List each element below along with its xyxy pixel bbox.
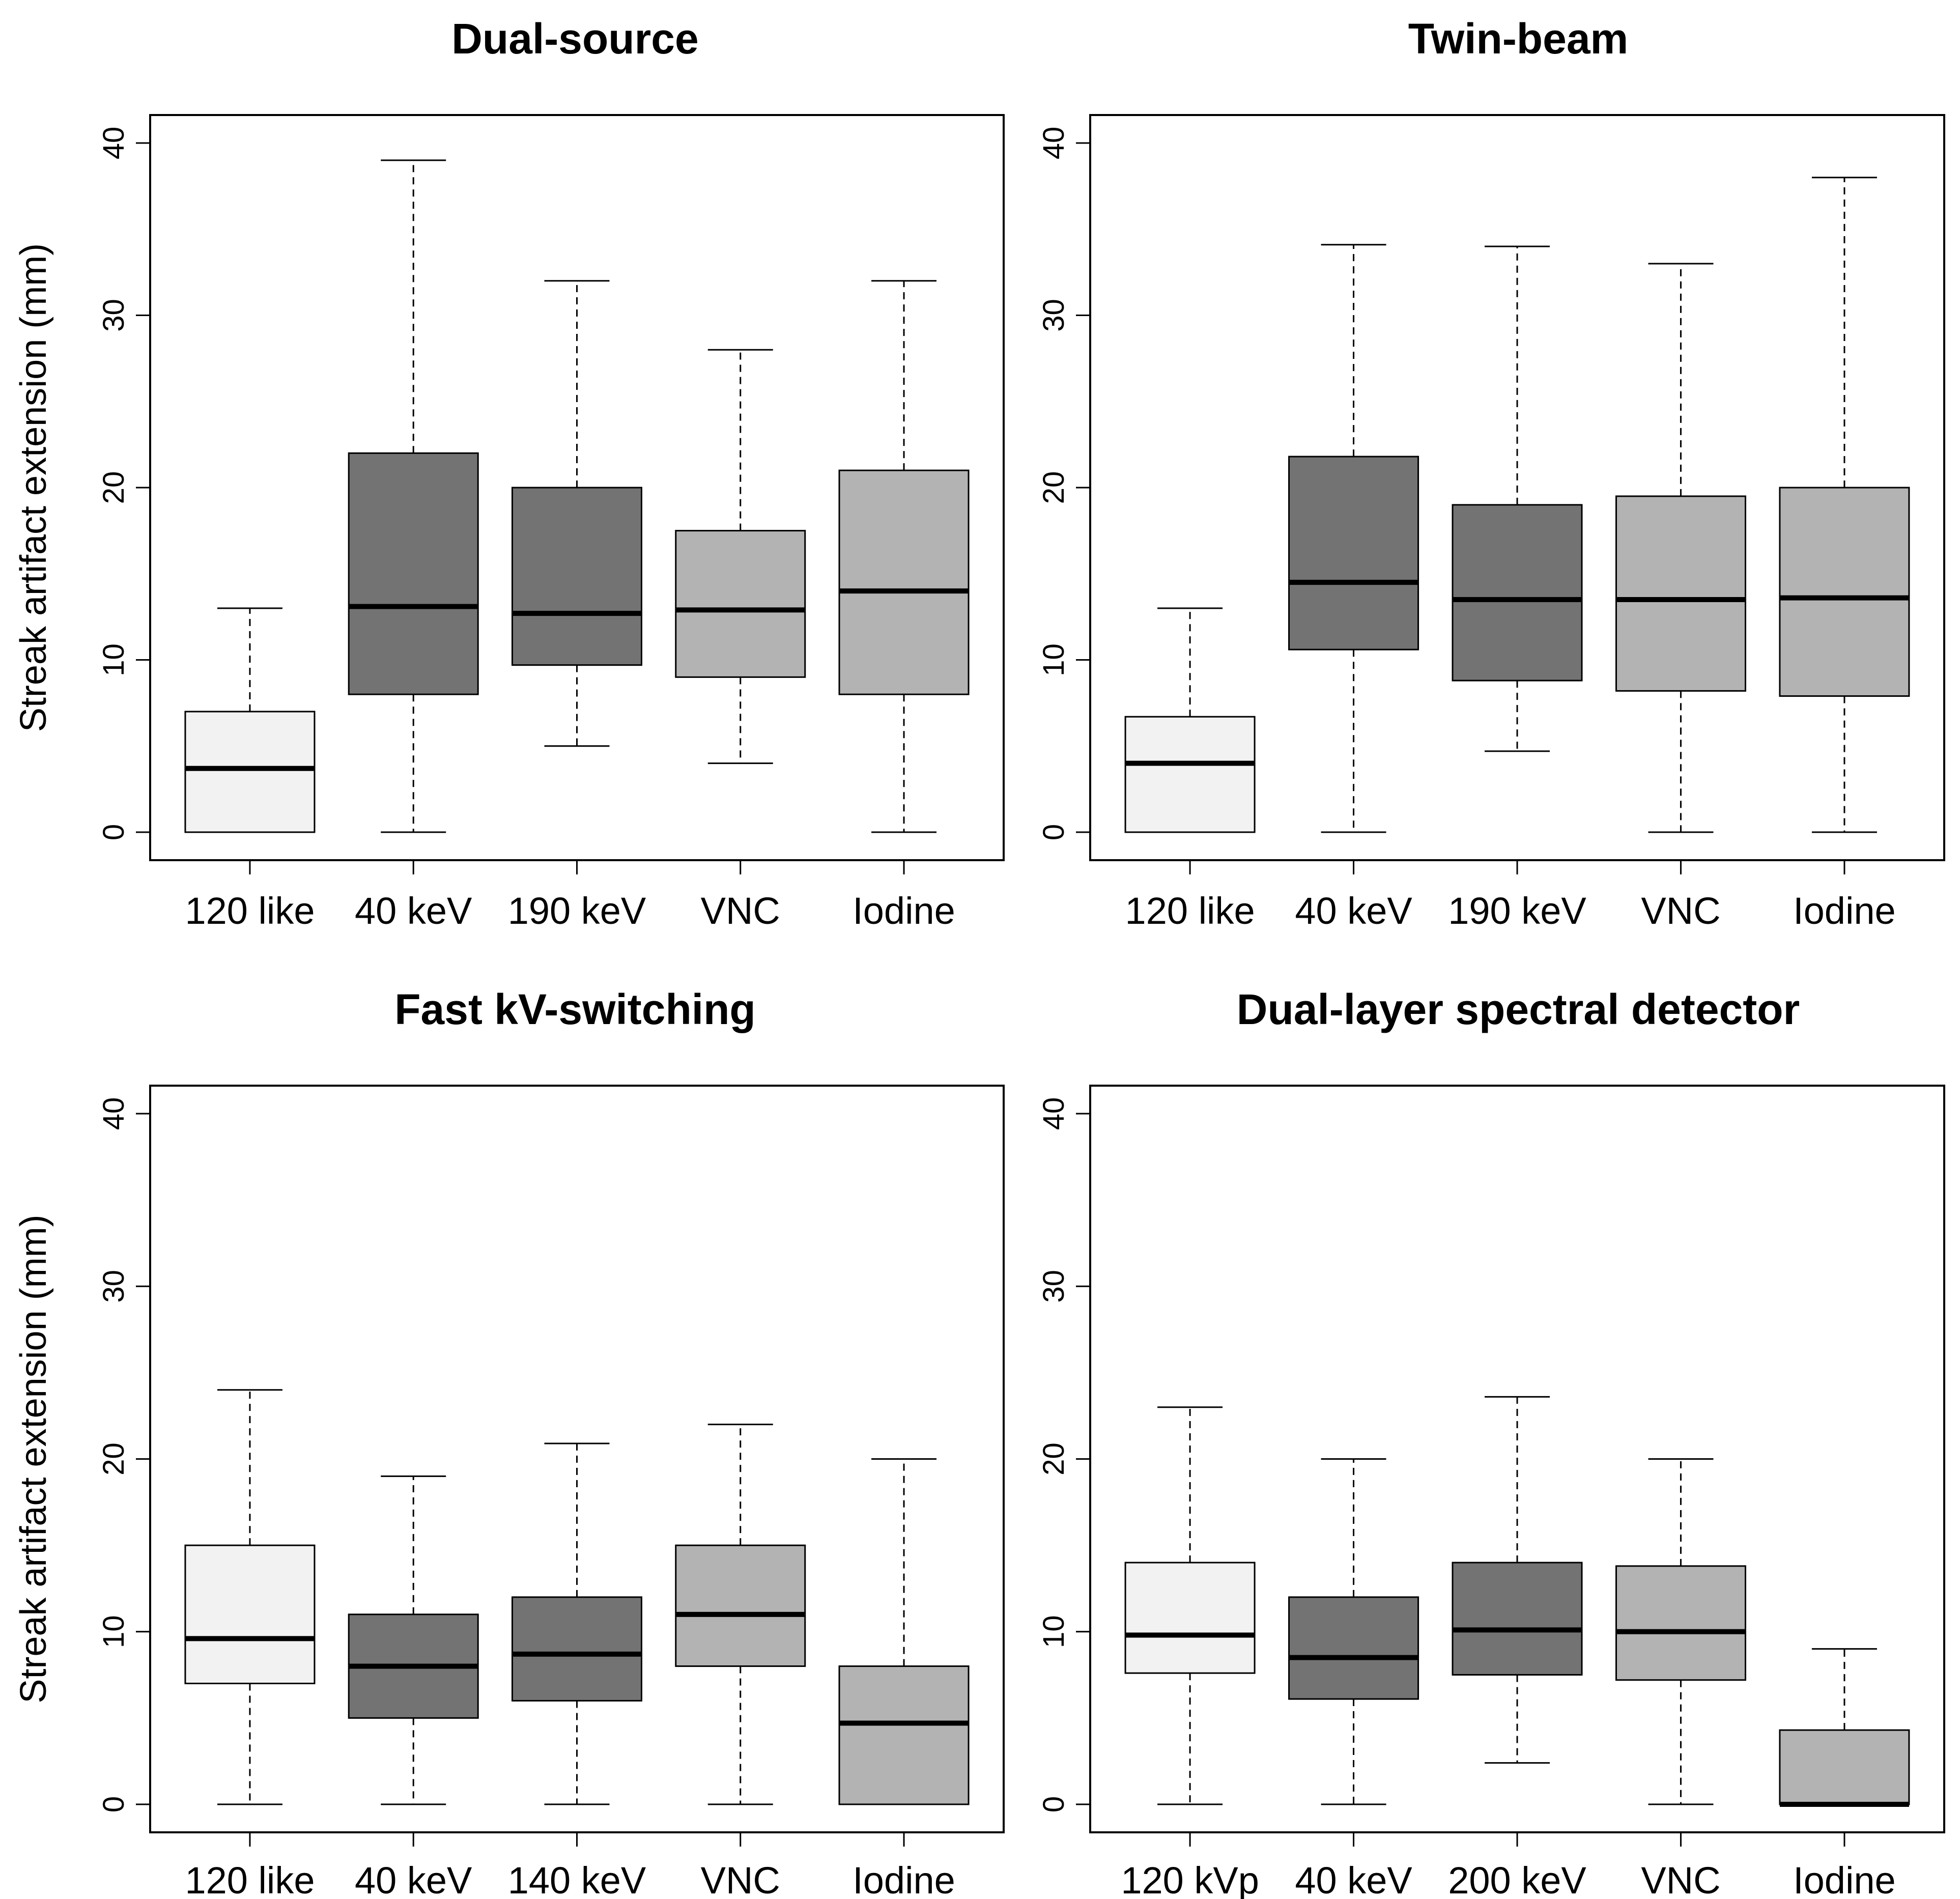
box-iodine <box>1779 177 1910 833</box>
x-tick-label: 140 keV <box>508 1859 646 1899</box>
box-40-kev <box>348 1475 479 1805</box>
box-iqr <box>184 711 316 833</box>
box-iqr <box>838 1665 970 1805</box>
y-tick-label: 20 <box>97 1442 130 1476</box>
y-axis-label: Streak artifact extension (mm) <box>13 243 54 732</box>
box-iqr <box>1288 1596 1419 1700</box>
box-40-kev <box>348 159 479 833</box>
y-tick-label: 30 <box>97 1270 130 1303</box>
box-iqr <box>1615 495 1746 692</box>
y-tick-label: 30 <box>97 299 130 332</box>
x-tick-label: Iodine <box>853 1859 955 1899</box>
box-vnc <box>1615 263 1746 833</box>
y-tick-label: 0 <box>1037 1796 1070 1812</box>
panel-1: Dual-source 0 10 20 30 40 Streak artifact exte… <box>13 15 1005 932</box>
panel-2: Twin-beam 0 10 20 30 40 120 like 40 keV 190 keV V… <box>1037 15 1945 932</box>
y-tick-label: 0 <box>97 1796 130 1812</box>
box-40-kev <box>1288 244 1419 833</box>
x-tick-label: 120 like <box>185 1859 315 1899</box>
box-vnc <box>675 1424 806 1805</box>
box-iqr <box>1779 1729 1910 1805</box>
box-iqr <box>1124 716 1256 833</box>
x-tick-label: VNC <box>1641 1859 1720 1899</box>
x-tick-label: 40 keV <box>355 1859 472 1899</box>
panel-title: Twin-beam <box>1408 15 1628 63</box>
box-iqr <box>348 452 479 695</box>
panel-title: Dual-source <box>451 15 698 63</box>
x-tick-label: 40 keV <box>355 890 472 932</box>
y-tick-label: 10 <box>1037 1615 1070 1648</box>
box-iodine <box>1779 1648 1910 1807</box>
x-tick-label: VNC <box>1641 890 1720 932</box>
box-iqr <box>675 530 806 678</box>
box-iqr <box>675 1544 806 1667</box>
panel-3: Fast kV-switching 0 10 20 30 40 Streak artifac… <box>13 985 1005 1899</box>
box-200-kev <box>1452 1396 1583 1764</box>
box-iqr <box>184 1544 316 1685</box>
box-190-kev <box>512 280 642 747</box>
x-tick-label: 190 keV <box>508 890 646 932</box>
x-tick-label: Iodine <box>853 890 955 932</box>
x-tick-label: 190 keV <box>1448 890 1586 932</box>
y-axis-label: Streak artifact extension (mm) <box>13 1214 54 1703</box>
y-tick-label: 0 <box>97 824 130 840</box>
box-120-like <box>184 1389 316 1805</box>
y-tick-label: 10 <box>1037 643 1070 676</box>
box-iqr <box>512 1596 642 1702</box>
x-tick-label: 120 kVp <box>1121 1859 1259 1899</box>
x-tick-label: VNC <box>701 1859 780 1899</box>
box-vnc <box>1615 1458 1746 1805</box>
x-tick-label: 120 like <box>185 890 315 932</box>
box-140-kev <box>512 1442 642 1805</box>
box-iqr <box>512 487 642 666</box>
y-tick-label: 20 <box>1037 1442 1070 1476</box>
y-tick-label: 10 <box>97 643 130 676</box>
box-190-kev <box>1452 245 1583 752</box>
box-iqr <box>1779 487 1910 697</box>
box-iodine <box>838 1458 970 1805</box>
x-tick-label: Iodine <box>1793 890 1896 932</box>
panel-grid: Dual-source 0 10 20 30 40 Streak artifact exte… <box>13 15 1945 1899</box>
y-tick-label: 40 <box>1037 1097 1070 1130</box>
box-iqr <box>1452 1562 1583 1676</box>
y-tick-label: 30 <box>1037 1270 1070 1303</box>
box-40-kev <box>1288 1458 1419 1805</box>
box-120-like <box>1124 607 1256 833</box>
box-iqr <box>1288 456 1419 650</box>
panel-4: Dual-layer spectral detector 0 10 20 30 40 120… <box>1037 985 1945 1899</box>
box-iqr <box>1452 504 1583 682</box>
x-tick-label: 40 keV <box>1295 1859 1412 1899</box>
x-tick-label: 200 keV <box>1448 1859 1586 1899</box>
box-iqr <box>1124 1562 1256 1674</box>
x-tick-label: Iodine <box>1793 1859 1896 1899</box>
box-iqr <box>838 469 970 695</box>
y-tick-label: 40 <box>97 1097 130 1130</box>
box-iqr <box>1615 1565 1746 1681</box>
x-tick-label: VNC <box>701 890 780 932</box>
x-tick-label: 120 like <box>1125 890 1255 932</box>
y-tick-label: 0 <box>1037 824 1070 840</box>
y-tick-label: 40 <box>1037 127 1070 160</box>
x-tick-label: 40 keV <box>1295 890 1412 932</box>
y-tick-label: 20 <box>1037 471 1070 504</box>
box-vnc <box>675 349 806 764</box>
panel-title: Dual-layer spectral detector <box>1237 985 1800 1033</box>
y-tick-label: 20 <box>97 471 130 504</box>
box-120-kvp <box>1124 1406 1256 1805</box>
y-tick-label: 30 <box>1037 299 1070 332</box>
y-tick-label: 40 <box>97 127 130 160</box>
box-120-like <box>184 607 316 833</box>
y-tick-label: 10 <box>97 1615 130 1648</box>
box-iodine <box>838 280 970 833</box>
panel-title: Fast kV-switching <box>394 985 756 1033</box>
